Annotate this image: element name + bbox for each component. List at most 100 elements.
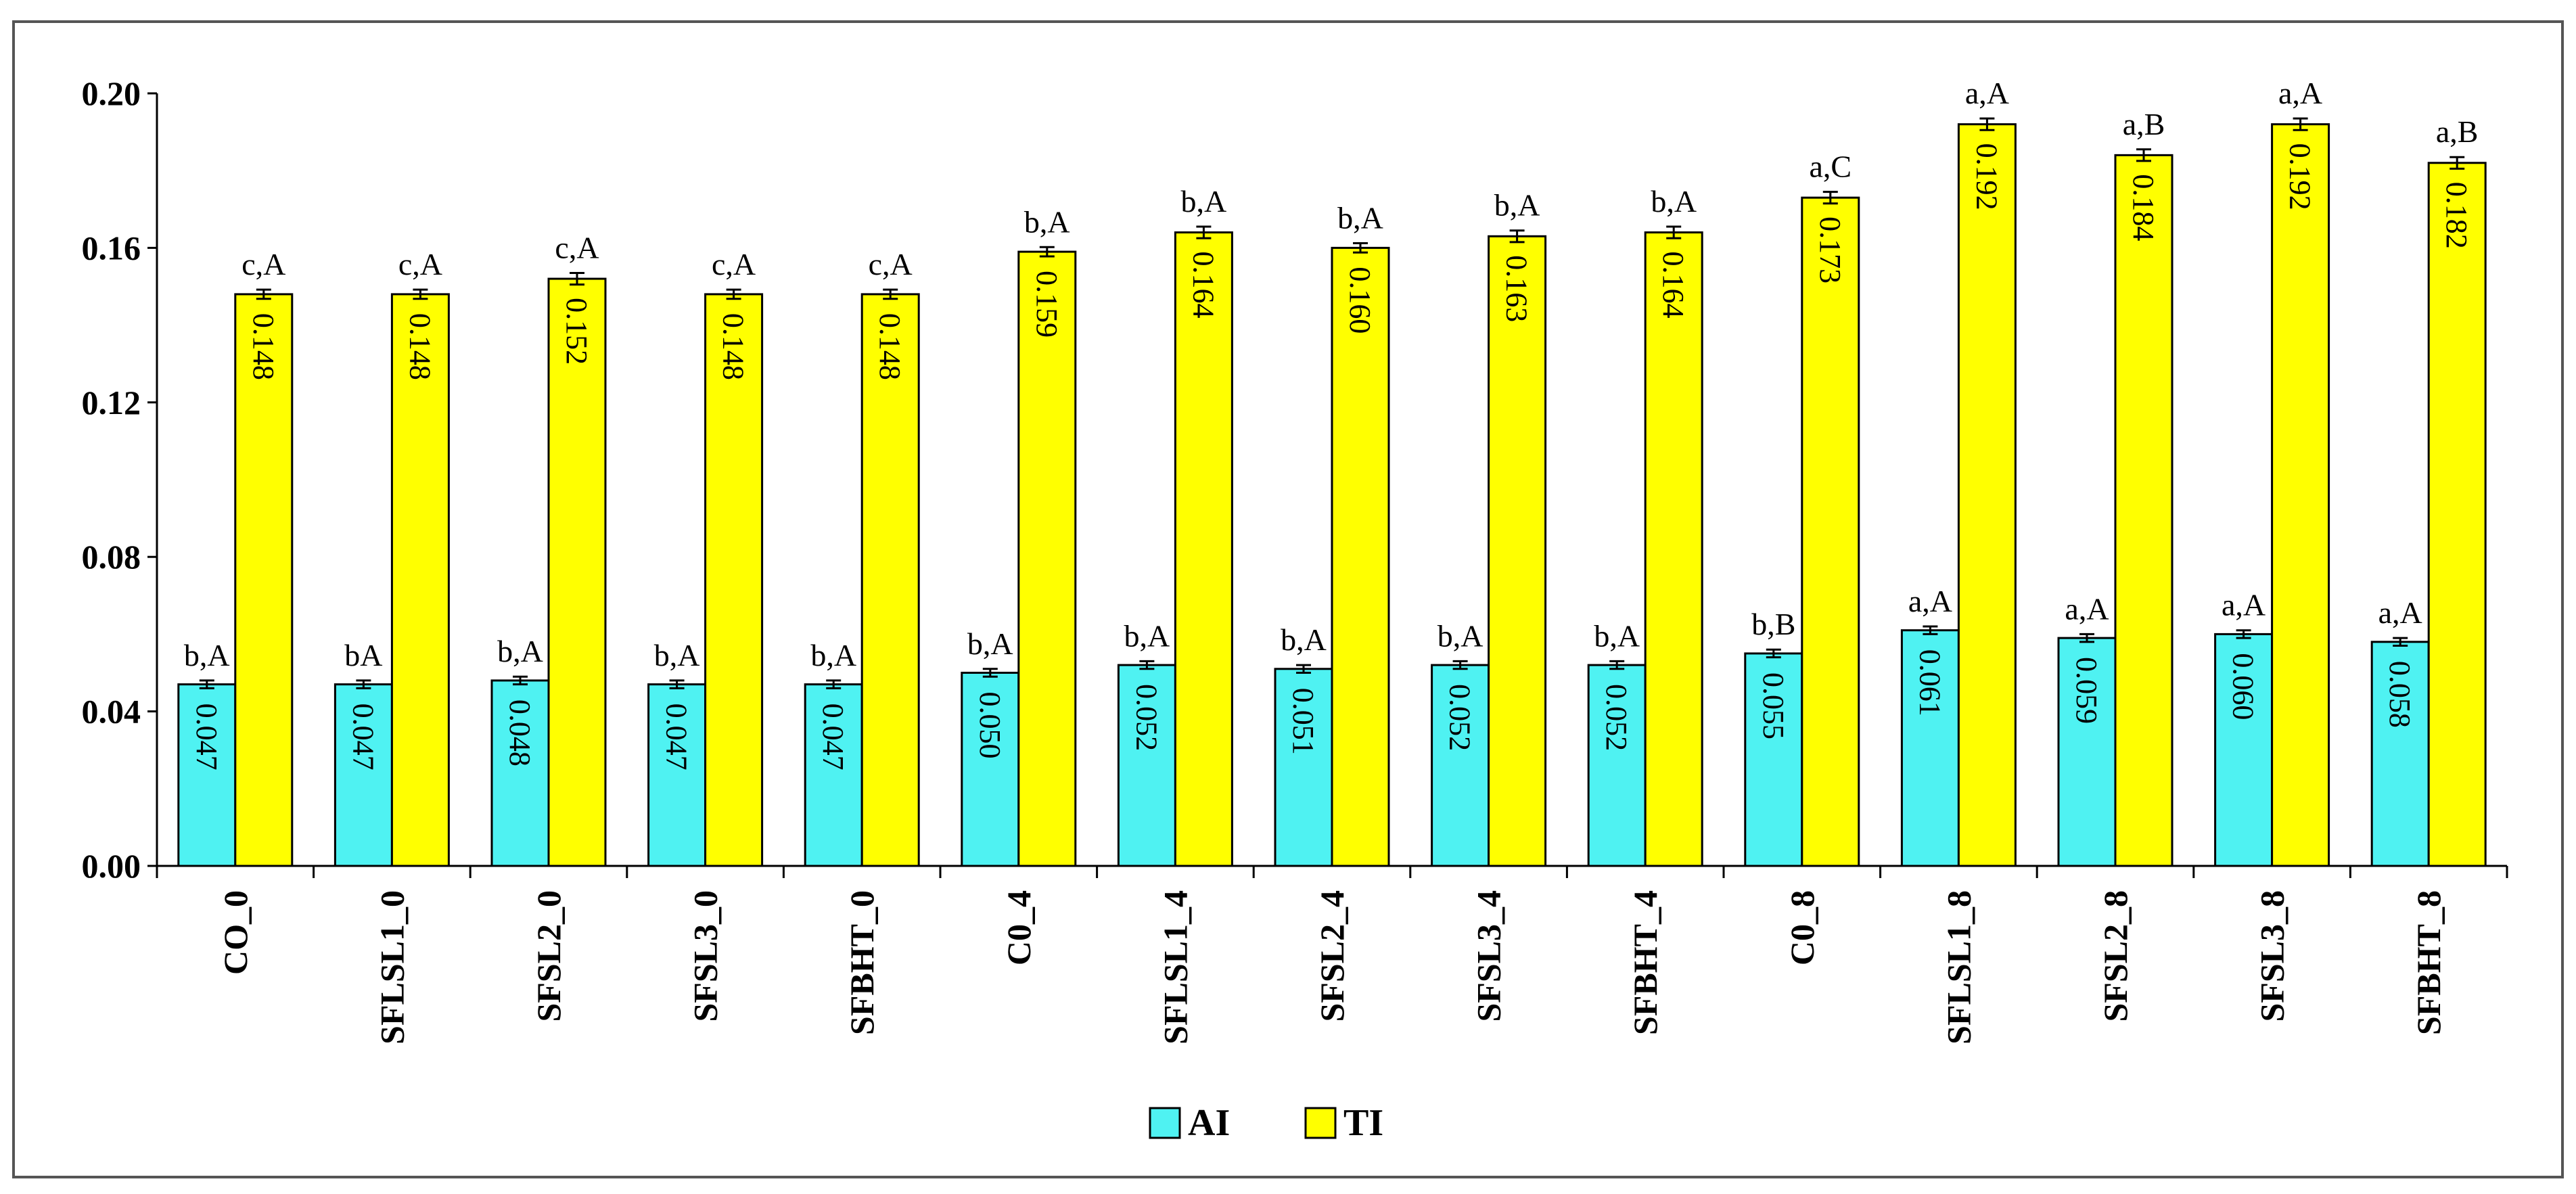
value-label-ti: 0.148 bbox=[403, 313, 436, 380]
x-tick-label: SFBHT_8 bbox=[2410, 890, 2447, 1035]
significance-label-ti: b,A bbox=[1337, 201, 1383, 235]
bar-ti bbox=[2114, 154, 2174, 867]
significance-label-ai: a,A bbox=[2065, 591, 2109, 626]
x-tick-label: SFBHT_4 bbox=[1626, 890, 1664, 1035]
significance-label-ai: b,A bbox=[497, 634, 543, 668]
y-tick-label: 0.08 bbox=[82, 538, 141, 576]
significance-label-ai: b,A bbox=[1124, 618, 1170, 653]
value-label-ai: 0.061 bbox=[1913, 649, 1946, 716]
bar-ti bbox=[1957, 123, 2017, 867]
y-tick-label: 0.12 bbox=[82, 384, 141, 421]
value-label-ai: 0.047 bbox=[660, 704, 693, 771]
value-label-ai: 0.058 bbox=[2383, 661, 2416, 728]
significance-label-ai: b,A bbox=[654, 638, 700, 672]
significance-label-ti: b,A bbox=[1651, 184, 1697, 219]
value-label-ai: 0.060 bbox=[2227, 653, 2260, 720]
significance-label-ai: b,A bbox=[1594, 618, 1640, 653]
significance-label-ai: b,A bbox=[1281, 622, 1327, 657]
value-label-ai: 0.052 bbox=[1600, 684, 1633, 751]
x-tick-label: SFSL3_4 bbox=[1470, 890, 1508, 1022]
x-tick-label: SFBHT_0 bbox=[843, 890, 881, 1035]
bar-ti bbox=[1488, 235, 1547, 867]
value-label-ai: 0.050 bbox=[973, 692, 1007, 759]
x-tick-label: C0_8 bbox=[1783, 890, 1821, 965]
x-tick-label: SFLSL1_4 bbox=[1156, 890, 1194, 1044]
x-tick-label: C0_4 bbox=[1000, 890, 1038, 965]
bar-ti bbox=[2271, 123, 2330, 867]
value-label-ti: 0.164 bbox=[1657, 252, 1690, 319]
bar-ai bbox=[647, 683, 707, 867]
significance-label-ai: b,A bbox=[810, 638, 856, 672]
y-tick-label: 0.20 bbox=[82, 74, 141, 112]
labels-group: b,A 0.047 c,A 0.148 CO_0 bA 0.047 c,A 0.148 SFLSL… bbox=[184, 76, 2479, 1044]
bar-ti bbox=[1017, 250, 1077, 867]
significance-label-ti: c,A bbox=[242, 247, 285, 281]
value-label-ti: 0.152 bbox=[560, 298, 593, 365]
significance-label-ti: a,B bbox=[2436, 114, 2479, 149]
value-label-ai: 0.048 bbox=[503, 699, 536, 766]
legend-label-ai: AI bbox=[1188, 1102, 1230, 1144]
value-label-ti: 0.173 bbox=[1814, 216, 1847, 283]
significance-label-ti: c,A bbox=[555, 231, 599, 265]
value-label-ti: 0.148 bbox=[717, 313, 750, 380]
value-label-ai: 0.051 bbox=[1287, 688, 1320, 755]
legend-swatch-ti bbox=[1304, 1107, 1337, 1139]
x-tick-label: SFSL3_8 bbox=[2253, 890, 2291, 1022]
x-tick-label: CO_0 bbox=[216, 890, 254, 975]
significance-label-ai: bA bbox=[344, 638, 382, 672]
x-tick-label: SFSL2_0 bbox=[530, 890, 568, 1022]
value-label-ai: 0.047 bbox=[816, 704, 850, 771]
significance-label-ti: a,B bbox=[2123, 107, 2165, 141]
bar-ti bbox=[1174, 231, 1233, 867]
value-label-ai: 0.052 bbox=[1444, 684, 1477, 751]
bar-ti bbox=[1644, 231, 1703, 867]
value-label-ti: 0.163 bbox=[1500, 255, 1534, 322]
x-tick-label: SFLSL1_0 bbox=[373, 890, 411, 1044]
significance-label-ti: b,A bbox=[1494, 188, 1540, 223]
bar-ti bbox=[1801, 196, 1860, 867]
value-label-ti: 0.182 bbox=[2440, 182, 2473, 249]
significance-label-ai: a,A bbox=[2222, 588, 2266, 622]
value-label-ti: 0.148 bbox=[873, 313, 906, 380]
bar-ai bbox=[2370, 641, 2430, 867]
legend-swatch-ai bbox=[1149, 1107, 1181, 1139]
significance-label-ti: b,A bbox=[1181, 184, 1227, 219]
significance-label-ai: b,A bbox=[967, 626, 1013, 661]
bar-ai bbox=[177, 683, 237, 867]
significance-label-ti: b,A bbox=[1024, 204, 1070, 239]
value-label-ti: 0.160 bbox=[1343, 267, 1377, 334]
value-label-ti: 0.192 bbox=[2284, 143, 2317, 210]
bar-ti bbox=[860, 293, 920, 867]
value-label-ai: 0.059 bbox=[2070, 657, 2103, 724]
significance-label-ti: c,A bbox=[869, 247, 913, 281]
y-tick-label: 0.16 bbox=[82, 229, 141, 267]
significance-label-ti: a,C bbox=[1809, 150, 1852, 184]
value-label-ai: 0.055 bbox=[1757, 672, 1790, 739]
y-tick-label: 0.00 bbox=[82, 847, 141, 885]
legend: AI TI bbox=[1149, 1102, 1383, 1144]
significance-label-ti: c,A bbox=[712, 247, 756, 281]
bar-ti bbox=[390, 293, 450, 867]
x-tick-label: SFLSL1_8 bbox=[1939, 890, 1977, 1044]
significance-label-ti: a,A bbox=[2278, 76, 2322, 110]
value-label-ti: 0.184 bbox=[2127, 174, 2160, 241]
significance-label-ai: b,B bbox=[1751, 607, 1795, 641]
bar-ti bbox=[2427, 162, 2487, 867]
value-label-ti: 0.159 bbox=[1030, 271, 1063, 338]
value-label-ai: 0.047 bbox=[190, 704, 223, 771]
x-tick-label: SFSL2_4 bbox=[1313, 890, 1351, 1022]
value-label-ti: 0.148 bbox=[247, 313, 280, 380]
significance-label-ti: c,A bbox=[398, 247, 442, 281]
significance-label-ti: a,A bbox=[1965, 76, 2009, 110]
significance-label-ai: b,A bbox=[1438, 618, 1484, 653]
bar-ti bbox=[547, 277, 607, 867]
significance-label-ai: a,A bbox=[1908, 584, 1952, 618]
value-label-ai: 0.052 bbox=[1130, 684, 1163, 751]
significance-label-ai: b,A bbox=[184, 638, 230, 672]
x-tick-label: SFSL3_0 bbox=[687, 890, 724, 1022]
bar-ai bbox=[1431, 664, 1490, 867]
value-label-ti: 0.192 bbox=[1970, 143, 2003, 210]
value-label-ti: 0.164 bbox=[1187, 252, 1220, 319]
